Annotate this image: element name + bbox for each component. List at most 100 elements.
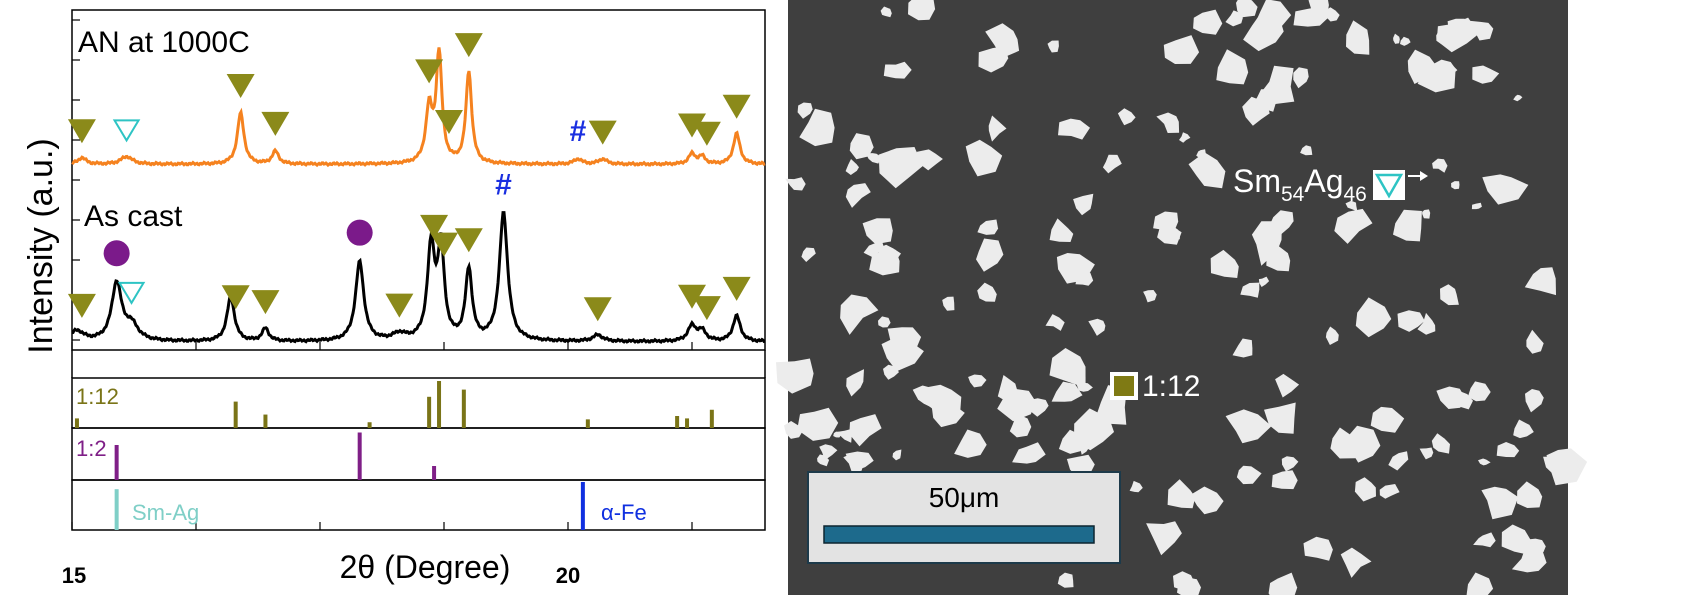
bright-grain	[837, 429, 852, 443]
bright-grain	[1236, 0, 1258, 18]
sm-ag-open-triangle-icon	[1374, 173, 1404, 199]
bright-grain	[1471, 202, 1482, 210]
ref-panel-smag-fe-frame	[71, 479, 766, 531]
bright-grain	[1433, 59, 1456, 79]
marker-112-filled-triangle	[430, 232, 458, 257]
x-axis-label: 2θ (Degree)	[340, 549, 511, 585]
bright-grain	[1177, 577, 1201, 595]
bright-grain	[1481, 486, 1519, 520]
bright-grain	[1156, 112, 1180, 133]
bright-grain	[881, 336, 924, 372]
bright-grain	[1355, 297, 1392, 338]
bright-grain	[1258, 276, 1270, 287]
marker-12-circle	[346, 219, 373, 246]
sm-ag-pointer-arrow-icon	[1420, 171, 1428, 181]
marker-112-filled-triangle	[385, 293, 414, 318]
xrd-chart: ## AN at 1000C As cast 1:12 1:2 Sm-Ag α-…	[22, 9, 766, 588]
bright-grain	[883, 61, 912, 79]
bright-grain	[1346, 425, 1381, 463]
bright-grain	[985, 23, 1020, 59]
bright-grain	[1073, 193, 1094, 216]
marker-112-filled-triangle	[722, 94, 751, 119]
marker-alpha-fe-hash: #	[570, 115, 587, 148]
bright-grain	[1193, 9, 1223, 35]
marker-112-filled-triangle	[221, 285, 250, 310]
bright-grain	[1300, 145, 1313, 156]
bright-grain	[965, 139, 1003, 177]
bright-grain	[1325, 326, 1339, 345]
bright-grain	[931, 401, 965, 428]
bright-grain	[1324, 7, 1340, 22]
bright-grain	[1271, 470, 1298, 490]
bright-grain	[1051, 381, 1083, 402]
sm-ag-element-sm: Sm	[1233, 163, 1281, 199]
ref-panel-112-frame	[71, 377, 766, 429]
bright-grain	[1451, 181, 1460, 190]
curve-annealed	[71, 47, 766, 168]
bright-grain	[1472, 65, 1500, 84]
bright-grain	[1167, 479, 1196, 509]
bright-grain	[1303, 536, 1333, 561]
bright-grain	[833, 431, 842, 438]
marker-12-circle	[103, 240, 130, 267]
bright-grain	[1266, 244, 1291, 272]
scale-bar-box	[807, 471, 1121, 564]
bright-grain	[849, 133, 874, 160]
bright-grain	[1216, 49, 1249, 85]
bright-grain	[1075, 272, 1094, 286]
bright-grain	[1281, 456, 1299, 472]
xrd-curves	[71, 47, 766, 344]
bright-grain	[1513, 94, 1523, 102]
marker-112-filled-triangle	[678, 284, 706, 309]
marker-smag-open-triangle	[117, 281, 146, 305]
sm-ag-element-ag: Ag	[1304, 163, 1343, 199]
bright-grain	[863, 241, 885, 258]
bright-grain	[1393, 33, 1400, 44]
bright-grain	[1210, 249, 1239, 278]
bright-grain	[819, 444, 838, 461]
marker-112-filled-triangle	[226, 74, 255, 99]
y-axis-label: Intensity (a.u.)	[22, 138, 60, 353]
bright-grain	[1268, 572, 1298, 595]
bright-grain	[1436, 17, 1480, 53]
marker-112-filled-triangle	[692, 296, 721, 321]
bright-grain	[976, 238, 1004, 272]
ref-label-112: 1:12	[76, 384, 119, 409]
bright-grain	[1388, 451, 1409, 471]
bright-grain	[977, 219, 999, 235]
bright-grain	[846, 369, 864, 397]
bright-grain	[878, 147, 923, 189]
bright-grain	[1496, 442, 1520, 458]
bright-grain	[977, 282, 997, 302]
bright-grain	[1264, 402, 1296, 434]
bright-grain	[880, 6, 892, 18]
curve-as-cast	[71, 211, 766, 344]
marker-112-filled-triangle	[454, 33, 483, 58]
bright-grain	[878, 316, 891, 328]
bright-grain	[865, 153, 882, 164]
bright-grain	[1143, 290, 1157, 303]
bright-grain	[1432, 158, 1448, 173]
marker-112-filled-triangle	[692, 121, 721, 146]
bright-grain	[1293, 67, 1309, 89]
phase-112-label: 1:12	[1142, 370, 1200, 403]
bright-grain	[799, 108, 835, 147]
bright-grain	[1436, 26, 1452, 45]
bright-grain	[1340, 547, 1372, 578]
bright-grain	[1225, 409, 1272, 444]
bright-grain	[1308, 0, 1329, 18]
marker-112-filled-triangle	[454, 228, 483, 253]
bright-grain	[1370, 406, 1405, 433]
bright-grain	[1546, 448, 1588, 486]
bottom-axis-ticks	[71, 342, 693, 530]
bright-grain	[1447, 18, 1467, 35]
bright-grain	[1275, 373, 1300, 398]
bright-grain	[1524, 267, 1556, 296]
bright-grain	[1440, 284, 1459, 306]
bright-grain	[1393, 209, 1422, 242]
bright-grain	[1146, 521, 1182, 556]
bright-grain	[954, 429, 987, 458]
marker-112-filled-triangle	[420, 214, 449, 239]
marker-112-filled-triangle	[261, 111, 290, 136]
x-tick-label-15: 15	[62, 563, 86, 588]
